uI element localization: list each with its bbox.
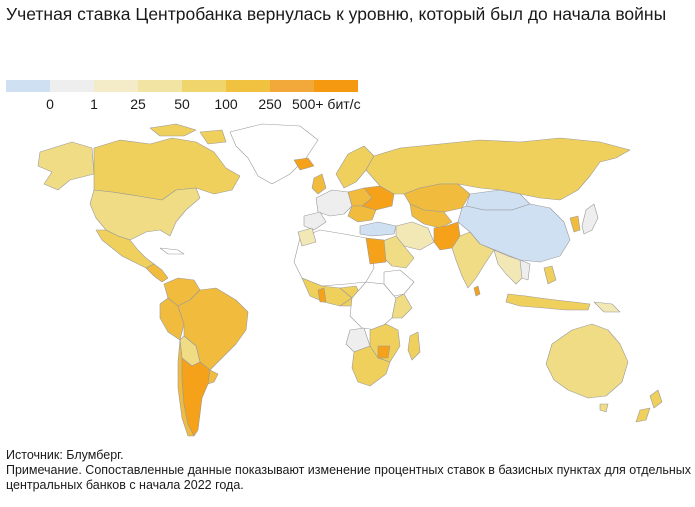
country-alaska[interactable] [37,141,95,191]
country-papua[interactable] [593,301,621,313]
legend-tick-label: 100 [214,96,238,112]
legend-tick-label: 50 [174,96,190,112]
legend-color-scale [6,80,358,92]
country-canada[interactable] [93,137,241,201]
country-new-zealand[interactable] [635,389,663,423]
country-korea[interactable] [569,215,581,233]
legend-swatch [50,80,94,92]
legend-swatch [138,80,182,92]
country-uk[interactable] [311,173,327,195]
legend-swatch [94,80,138,92]
country-central-asia[interactable] [409,203,453,229]
legend-tick-label: 1 [90,96,98,112]
country-zimbabwe[interactable] [377,345,391,359]
legend-swatch [6,80,50,92]
legend-swatch [182,80,226,92]
legend-tick-label: 25 [130,96,146,112]
country-turkey[interactable] [359,221,397,237]
legend-tick-label: 0 [46,96,54,112]
source-note: Источник: Блумберг. Примечание. Сопостав… [6,448,692,493]
country-ghana[interactable] [317,287,327,303]
country-north-africa[interactable] [293,229,375,287]
country-argentina[interactable] [181,357,211,437]
country-indonesia[interactable] [505,293,591,311]
country-philippines[interactable] [543,265,557,285]
legend-swatch [314,80,358,92]
world-map [37,123,663,437]
country-japan[interactable] [581,203,599,235]
color-legend: 0 1 25 50 100 250 500+ бит/с [6,80,386,116]
country-morocco[interactable] [297,227,317,247]
country-iceland[interactable] [293,157,315,171]
country-south-africa[interactable] [351,345,391,387]
country-madagascar[interactable] [407,331,421,361]
legend-swatch [270,80,314,92]
note-line: Примечание. Сопоставленные данные показы… [6,463,692,492]
country-cuba[interactable] [159,247,185,255]
country-greenland[interactable] [229,123,319,185]
country-peru[interactable] [159,297,185,341]
canada-islands [149,123,227,145]
country-central-america[interactable] [145,263,169,283]
page-title: Учетная ставка Центробанка вернулась к у… [6,4,667,24]
legend-tick-label: 500+ бит/с [292,96,361,112]
country-sri-lanka[interactable] [473,285,481,297]
country-usa[interactable] [89,187,201,241]
country-vietnam[interactable] [519,259,531,281]
legend-tick-label: 250 [258,96,282,112]
country-tasmania[interactable] [599,403,609,413]
country-western-europe[interactable] [315,189,353,217]
country-kenya[interactable] [391,293,413,319]
country-australia[interactable] [545,323,629,399]
country-egypt[interactable] [365,237,387,265]
source-line: Источник: Блумберг. [6,448,124,462]
country-iberia[interactable] [303,211,327,231]
country-india[interactable] [451,231,495,289]
country-se-asia[interactable] [493,249,527,285]
legend-swatch [226,80,270,92]
country-uruguay[interactable] [207,369,219,385]
